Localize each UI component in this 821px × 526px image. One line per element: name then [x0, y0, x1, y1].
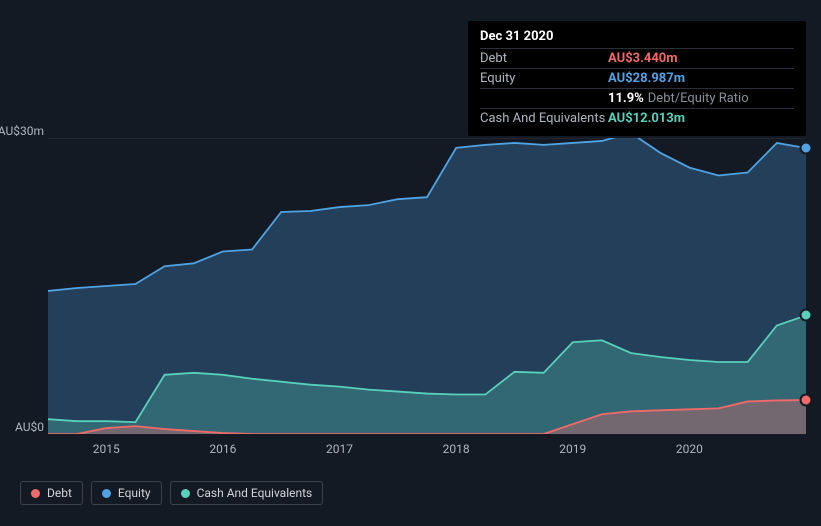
- tooltip-row-secondary: Debt/Equity Ratio: [648, 91, 749, 106]
- x-axis-label: 2017: [315, 442, 365, 456]
- chart-tooltip: Dec 31 2020 DebtAU$3.440mEquityAU$28.987…: [468, 21, 806, 136]
- tooltip-row-value: AU$28.987m: [608, 71, 685, 86]
- series-marker-cash: [800, 309, 813, 322]
- tooltip-row: 11.9%Debt/Equity Ratio: [480, 88, 794, 108]
- tooltip-row-label: Equity: [480, 71, 608, 86]
- x-axis-label: 2019: [548, 442, 598, 456]
- series-marker-equity: [800, 141, 813, 154]
- legend-label: Equity: [118, 486, 151, 500]
- chart-legend: Debt Equity Cash And Equivalents: [20, 481, 323, 505]
- legend-swatch: [102, 489, 111, 498]
- tooltip-row-value: AU$3.440m: [608, 51, 678, 66]
- legend-swatch: [181, 489, 190, 498]
- series-marker-debt: [800, 394, 813, 407]
- tooltip-row-label: Debt: [480, 51, 608, 66]
- legend-swatch: [31, 489, 40, 498]
- tooltip-row: EquityAU$28.987m: [480, 68, 794, 88]
- legend-label: Debt: [47, 486, 72, 500]
- legend-item-debt[interactable]: Debt: [20, 481, 83, 505]
- chart-container: Dec 31 2020 DebtAU$3.440mEquityAU$28.987…: [0, 0, 821, 526]
- x-axis-label: 2018: [431, 442, 481, 456]
- tooltip-row-value: AU$12.013m: [608, 111, 685, 126]
- x-axis-label: 2016: [198, 442, 248, 456]
- tooltip-date: Dec 31 2020: [480, 29, 794, 44]
- tooltip-row-label: Cash And Equivalents: [480, 111, 608, 126]
- tooltip-row: Cash And EquivalentsAU$12.013m: [480, 108, 794, 128]
- tooltip-row-value: 11.9%Debt/Equity Ratio: [608, 91, 749, 106]
- legend-item-equity[interactable]: Equity: [91, 481, 162, 505]
- legend-item-cash-and-equivalents[interactable]: Cash And Equivalents: [170, 481, 324, 505]
- y-axis-label: AU$30m: [0, 124, 44, 138]
- chart-plot: [48, 138, 806, 434]
- tooltip-row-label: [480, 91, 608, 106]
- x-axis-label: 2020: [664, 442, 714, 456]
- y-axis-label: AU$0: [0, 420, 44, 434]
- x-axis-label: 2015: [81, 442, 131, 456]
- tooltip-row: DebtAU$3.440m: [480, 48, 794, 68]
- legend-label: Cash And Equivalents: [197, 486, 313, 500]
